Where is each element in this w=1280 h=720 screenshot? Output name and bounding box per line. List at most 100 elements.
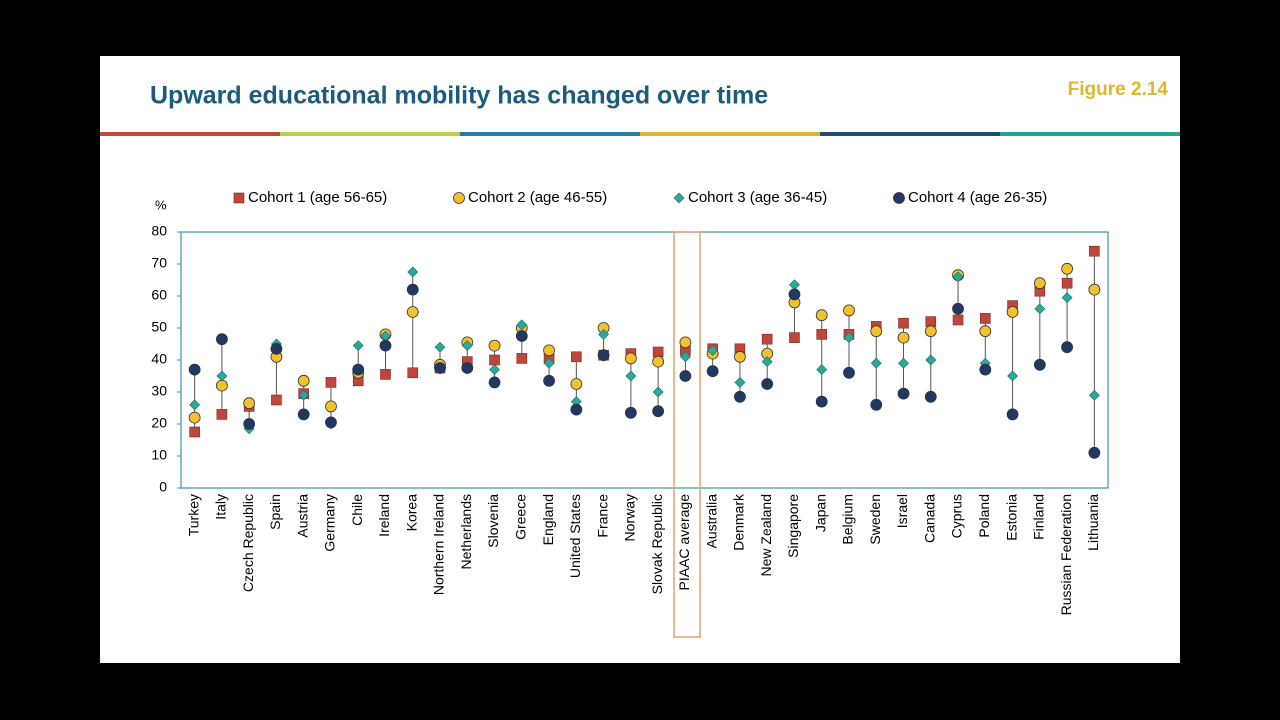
data-point (570, 378, 583, 390)
x-tick-label: Northern Ireland (431, 494, 447, 595)
y-tick-label: 10 (151, 447, 167, 463)
legend-item: Cohort 3 (age 36-45) (673, 189, 827, 206)
data-point (843, 304, 855, 317)
data-point (843, 366, 855, 379)
data-point (789, 332, 800, 343)
data-point (1088, 283, 1101, 296)
x-tick-label: Slovak Republic (649, 494, 665, 594)
data-point (734, 376, 746, 388)
data-point (379, 339, 392, 352)
data-point (189, 426, 200, 438)
data-point (1061, 341, 1074, 354)
x-tick-label: Norway (622, 494, 638, 541)
data-point (188, 411, 201, 424)
data-point (407, 266, 419, 278)
legend-marker (893, 192, 905, 204)
data-point (1088, 389, 1100, 401)
data-point (434, 341, 446, 353)
data-point (543, 357, 555, 369)
data-point (679, 336, 692, 349)
legend-marker (673, 192, 685, 204)
data-point (189, 399, 201, 411)
data-point (1006, 408, 1019, 421)
data-point (761, 333, 773, 345)
data-point (406, 283, 419, 296)
x-tick-label: PIAAC average (676, 494, 692, 591)
y-tick-label: 30 (151, 383, 167, 399)
data-point (598, 328, 610, 340)
data-point (761, 378, 774, 390)
data-point (434, 362, 446, 374)
x-tick-label: Austria (294, 494, 310, 538)
data-point (1088, 446, 1101, 459)
data-point (515, 330, 528, 342)
data-point (488, 339, 501, 352)
data-point (461, 362, 474, 374)
data-point (652, 346, 664, 358)
data-point (843, 332, 855, 344)
data-point (215, 379, 228, 392)
data-point (897, 387, 910, 400)
data-point (243, 397, 256, 410)
data-point (1007, 370, 1018, 382)
x-tick-label: Italy (213, 494, 229, 520)
data-point (543, 374, 555, 387)
data-point (570, 403, 583, 416)
data-point (380, 369, 391, 380)
x-tick-label: Estonia (1003, 494, 1019, 541)
data-point (788, 288, 801, 301)
highlight-box (673, 231, 701, 638)
legend-label: Cohort 3 (age 36-45) (688, 189, 827, 206)
y-tick-label: 20 (151, 415, 167, 431)
x-tick-label: Australia (703, 494, 719, 549)
y-tick-label: 50 (151, 319, 167, 335)
x-tick-label: Belgium (840, 494, 856, 545)
data-point (297, 408, 310, 421)
legend-label: Cohort 2 (age 46-55) (468, 189, 607, 206)
data-point (816, 364, 828, 376)
slide (100, 56, 1180, 663)
data-point (979, 325, 992, 338)
data-point (924, 325, 937, 338)
x-tick-label: Germany (322, 494, 338, 552)
data-point (652, 405, 665, 418)
data-point (734, 390, 746, 403)
x-tick-label: Finland (1031, 494, 1047, 540)
data-point (706, 365, 719, 378)
legend-label: Cohort 4 (age 26-35) (908, 189, 1047, 206)
data-point (925, 354, 937, 366)
data-point (924, 390, 937, 403)
data-point (216, 370, 228, 382)
data-point (761, 356, 773, 368)
x-tick-label: Spain (267, 494, 283, 530)
data-point (1061, 292, 1073, 304)
data-point (270, 342, 283, 355)
x-tick-label: Denmark (731, 493, 747, 551)
data-point (679, 370, 692, 382)
data-point (325, 416, 337, 429)
legend-item: Cohort 1 (age 56-65) (233, 189, 387, 206)
data-point (952, 314, 964, 326)
data-point (652, 386, 664, 398)
x-tick-label: England (540, 494, 556, 545)
x-tick-label: Lithuania (1085, 494, 1101, 551)
data-point (1033, 358, 1046, 371)
data-point (870, 325, 883, 338)
y-tick-label: 70 (151, 255, 167, 271)
legend-marker (233, 192, 245, 204)
data-point (1089, 245, 1100, 257)
data-point (352, 340, 364, 352)
data-point (815, 309, 828, 322)
data-point (1034, 303, 1046, 315)
y-tick-label: 0 (159, 479, 167, 495)
data-point (952, 271, 964, 283)
data-point (352, 363, 365, 376)
x-tick-label: New Zealand (758, 494, 774, 577)
x-tick-label: Greece (513, 494, 529, 540)
data-point (215, 333, 228, 346)
data-point (216, 409, 228, 420)
data-point (898, 357, 909, 369)
legend-marker (453, 192, 465, 204)
